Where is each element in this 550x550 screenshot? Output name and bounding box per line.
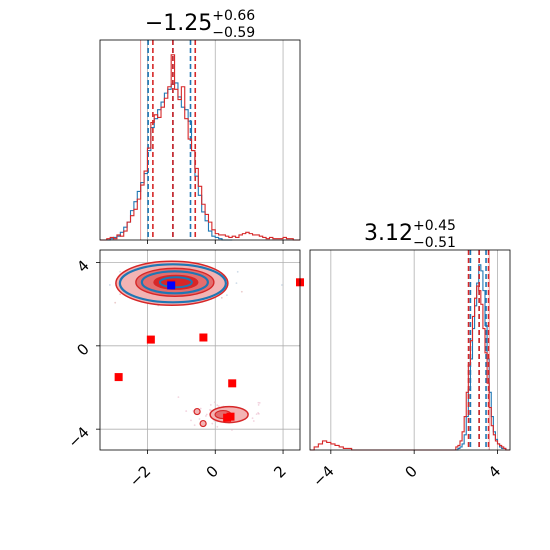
p2-y-tick-label: −4 bbox=[64, 423, 92, 451]
p2-sample-point bbox=[119, 270, 122, 273]
p2-sample-point bbox=[211, 422, 214, 425]
p1-frame bbox=[99, 39, 301, 241]
p2-red-marker bbox=[223, 413, 232, 422]
p2-sample-point bbox=[193, 424, 196, 427]
p2-sample-point bbox=[205, 413, 208, 416]
p2-sample-point bbox=[257, 401, 260, 404]
p3-hist-series-1 bbox=[310, 285, 510, 451]
p2-sample-point bbox=[208, 408, 211, 411]
p2-sample-point bbox=[240, 290, 243, 293]
panel-marginal-2: −4 0 4 3.12+0.45 −0.51 bbox=[309, 218, 511, 490]
p2-sample-point bbox=[114, 301, 117, 304]
p2-sample-point bbox=[235, 282, 238, 284]
p2-sample-point bbox=[204, 415, 207, 417]
p2-x-tick-label: −2 bbox=[126, 462, 154, 490]
p2-y-tick-label: 0 bbox=[73, 340, 92, 359]
p2-sample-point bbox=[216, 404, 219, 407]
p3-title-upper: +0.45 bbox=[413, 218, 456, 234]
p2-sample-point bbox=[220, 296, 223, 299]
p2-x-tick-label: 2 bbox=[270, 462, 289, 481]
p2-red-marker bbox=[199, 333, 208, 342]
p2-frame bbox=[99, 249, 301, 451]
p3-x-tick-label: −4 bbox=[309, 462, 337, 490]
p2-contour-island bbox=[193, 407, 201, 416]
p2-y-tick-label: 4 bbox=[73, 257, 92, 276]
p2-sample-point bbox=[280, 284, 283, 286]
p2-contour-blue-inner bbox=[158, 276, 193, 289]
p2-red-marker bbox=[146, 335, 155, 344]
p2-sample-point bbox=[216, 425, 219, 428]
p3-title-value: 3.12 bbox=[364, 221, 413, 246]
p2-sample-point bbox=[257, 412, 260, 415]
p2-sample-point bbox=[257, 404, 260, 406]
p2-sample-point bbox=[255, 413, 258, 416]
p1-title-value: −1.25 bbox=[145, 11, 212, 36]
p2-contours bbox=[115, 260, 249, 428]
p1-title: −1.25+0.66 −0.59 bbox=[145, 8, 255, 41]
p2-sample-point bbox=[108, 284, 111, 286]
p1-ticks bbox=[147, 240, 284, 244]
p2-sample-point bbox=[217, 405, 220, 408]
p3-x-tick-label: 4 bbox=[485, 462, 504, 481]
panel-marginal-1: −1.25+0.66 −0.59 bbox=[99, 8, 301, 244]
p3-grid bbox=[330, 250, 498, 450]
p2-contour-island bbox=[199, 419, 207, 428]
p2-sample-point bbox=[231, 429, 233, 431]
p3-ticks: −4 0 4 bbox=[309, 450, 504, 490]
p2-sample-point bbox=[252, 420, 255, 422]
p2-sample-point bbox=[213, 401, 216, 404]
p1-title-lower: −0.59 bbox=[212, 25, 255, 41]
p2-blue-marker bbox=[167, 281, 176, 290]
p1-grid bbox=[147, 40, 284, 240]
p2-sample-point bbox=[209, 404, 212, 406]
p2-sample-point bbox=[199, 407, 202, 410]
p2-sample-point bbox=[119, 293, 122, 296]
p2-contour-blue-outer bbox=[118, 263, 227, 304]
p2-red-marker bbox=[228, 379, 237, 388]
p3-title-lower: −0.51 bbox=[413, 235, 456, 251]
p3-frame bbox=[309, 249, 511, 451]
panel-joint: −2 0 2 −4 0 4 bbox=[64, 249, 304, 490]
p2-sample-point bbox=[236, 270, 239, 273]
p2-sample-point bbox=[225, 294, 228, 297]
p3-histograms bbox=[310, 250, 510, 451]
p2-sample-point bbox=[198, 418, 201, 420]
p2-sample-point bbox=[177, 396, 180, 399]
p1-title-upper: +0.66 bbox=[212, 8, 255, 24]
p2-sample-point bbox=[190, 419, 192, 422]
p1-histograms bbox=[100, 40, 300, 241]
p2-contour-blue-mid bbox=[140, 270, 209, 295]
p3-title: 3.12+0.45 −0.51 bbox=[364, 218, 456, 251]
p2-sample-point bbox=[258, 401, 261, 404]
p2-sample-point bbox=[251, 417, 254, 420]
p3-x-tick-label: 0 bbox=[402, 462, 421, 481]
p2-red-marker bbox=[114, 373, 123, 382]
p2-x-tick-label: 0 bbox=[203, 462, 222, 481]
p2-sample-point bbox=[185, 410, 188, 412]
p1-hist-series-0 bbox=[100, 82, 233, 241]
